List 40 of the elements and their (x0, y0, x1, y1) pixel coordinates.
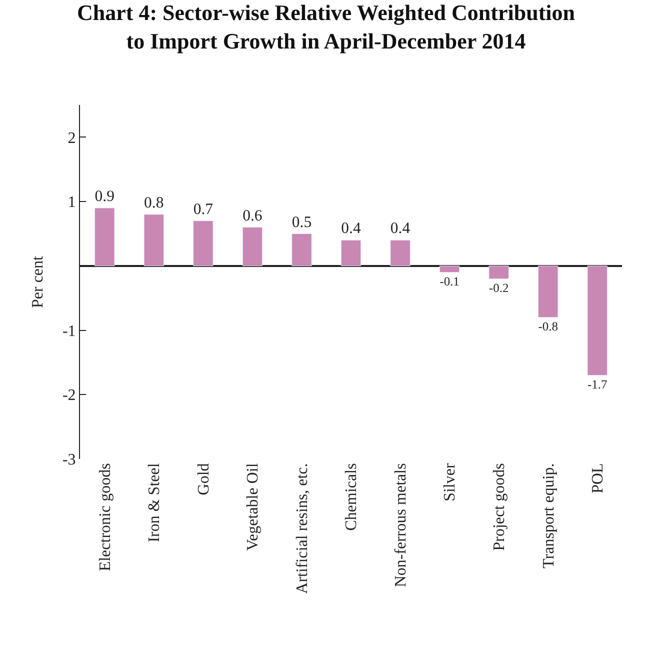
data-label: -0.1 (440, 274, 460, 288)
y-tick-label: -3 (62, 452, 76, 469)
x-tick-label: Non-ferrous metals (392, 463, 410, 588)
data-label: -0.8 (538, 320, 558, 334)
x-tick-label: Gold (195, 463, 212, 496)
bar (587, 266, 608, 376)
y-tick-label: 1 (68, 194, 76, 212)
x-tick-label: Artificial resins, etc. (294, 463, 311, 594)
data-label: 0.4 (390, 220, 410, 238)
bar (292, 233, 312, 266)
data-label: 0.9 (94, 188, 115, 206)
x-tick-label: Electronic goods (96, 463, 114, 572)
data-label: 0.7 (193, 200, 214, 218)
chart-title: Chart 4: Sector-wise Relative Weighted Contribution to Import Growth in April-December 2014 (77, 0, 575, 54)
data-label: 0.8 (144, 194, 164, 212)
bar (538, 266, 558, 318)
x-tick-label: Transport equip. (540, 463, 558, 568)
y-tick-label: -1 (62, 322, 76, 340)
data-label: 0.5 (292, 214, 312, 231)
y-axis-title: Per cent (29, 255, 46, 308)
bar (242, 227, 263, 266)
bar (439, 266, 460, 273)
y-tick-label: 2 (68, 130, 76, 147)
x-tick-label: POL (590, 463, 607, 494)
bar (340, 240, 362, 266)
x-tick-label: Chemicals (343, 463, 360, 531)
bar (193, 220, 214, 266)
bar (144, 214, 164, 266)
data-label: 0.6 (242, 207, 262, 224)
x-tick-label: Vegetable Oil (244, 462, 262, 551)
data-label: 0.4 (341, 220, 361, 238)
y-tick-label: -2 (62, 387, 76, 404)
data-label: -0.2 (488, 280, 509, 295)
x-tick-label: Silver (442, 462, 459, 502)
data-label: -1.7 (588, 377, 608, 392)
bar (488, 266, 509, 280)
bar (94, 208, 115, 266)
x-tick-label: Iron & Steel (146, 462, 164, 542)
bar (390, 240, 410, 266)
x-tick-label: Project goods (491, 463, 508, 551)
